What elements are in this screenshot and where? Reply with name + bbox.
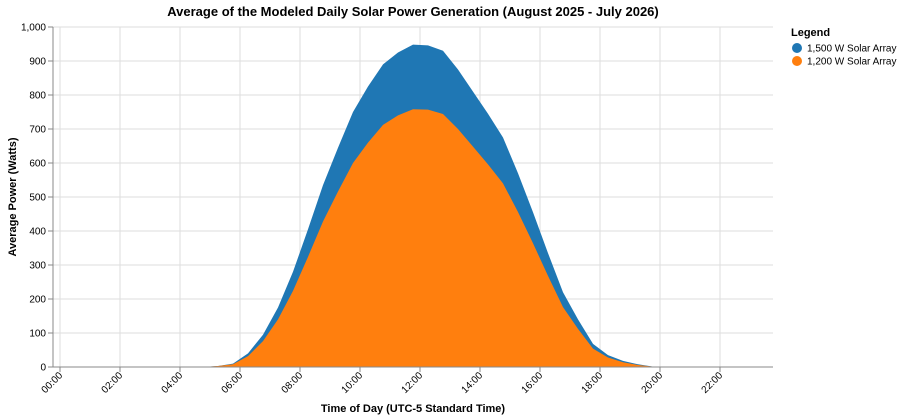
legend-label: 1,500 W Solar Array — [807, 44, 896, 55]
x-tick-label: 16:00 — [520, 370, 546, 396]
y-tick-label: 300 — [29, 261, 46, 272]
legend-items: 1,500 W Solar Array 1,200 W Solar Array — [792, 43, 896, 68]
legend-label: 1,200 W Solar Array — [807, 57, 896, 68]
x-tick-label: 12:00 — [400, 370, 426, 396]
x-tick-label: 00:00 — [40, 370, 66, 396]
x-tick-label: 20:00 — [640, 370, 666, 396]
y-tick-label: 500 — [29, 193, 46, 204]
y-axis-title: Average Power (Watts) — [7, 137, 19, 256]
y-tick-label: 400 — [29, 227, 46, 238]
chart-title: Average of the Modeled Daily Solar Power… — [167, 4, 659, 19]
x-axis-title: Time of Day (UTC-5 Standard Time) — [321, 403, 506, 415]
y-tick-label: 100 — [29, 329, 46, 340]
x-tick-label: 14:00 — [460, 370, 486, 396]
x-tick-label: 06:00 — [220, 370, 246, 396]
y-tick-label: 1,000 — [21, 23, 46, 34]
y-tick-label: 200 — [29, 295, 46, 306]
legend: Legend 1,500 W Solar Array 1,200 W Solar … — [791, 27, 896, 68]
legend-title: Legend — [791, 27, 830, 39]
legend-swatch — [792, 56, 802, 66]
x-tick-label: 10:00 — [340, 370, 366, 396]
y-tick-label: 600 — [29, 159, 46, 170]
plot-areas — [53, 44, 743, 368]
area-series — [53, 109, 743, 367]
y-tick-label: 0 — [40, 363, 46, 374]
x-tick-label: 22:00 — [700, 370, 726, 396]
y-tick-label: 700 — [29, 125, 46, 136]
y-tick-label: 900 — [29, 57, 46, 68]
x-tick-label: 18:00 — [580, 370, 606, 396]
x-tick-label: 08:00 — [280, 370, 306, 396]
x-tick-label: 04:00 — [160, 370, 186, 396]
x-tick-label: 02:00 — [100, 370, 126, 396]
legend-swatch — [792, 43, 802, 53]
y-tick-label: 800 — [29, 91, 46, 102]
